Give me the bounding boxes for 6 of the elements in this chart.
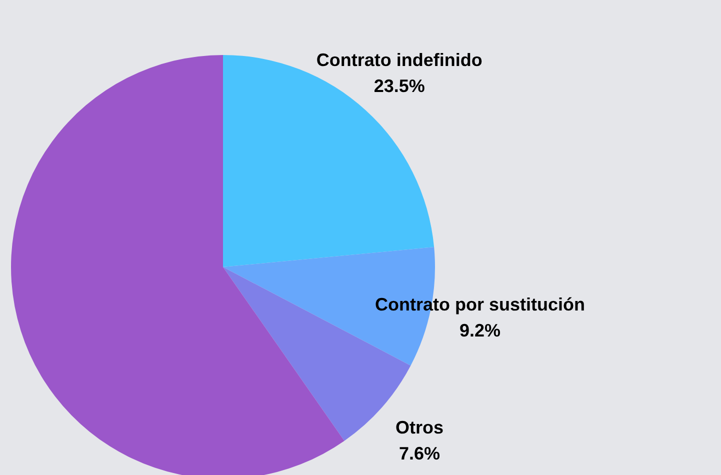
slice-label: Otros (396, 417, 444, 438)
slice-label: Contrato por sustitución (375, 294, 586, 315)
data-label: 9.2% (460, 320, 501, 341)
slice-label: Contrato indefinido (316, 50, 482, 70)
data-label: 23.5% (374, 76, 425, 96)
data-label: 7.6% (399, 443, 440, 464)
